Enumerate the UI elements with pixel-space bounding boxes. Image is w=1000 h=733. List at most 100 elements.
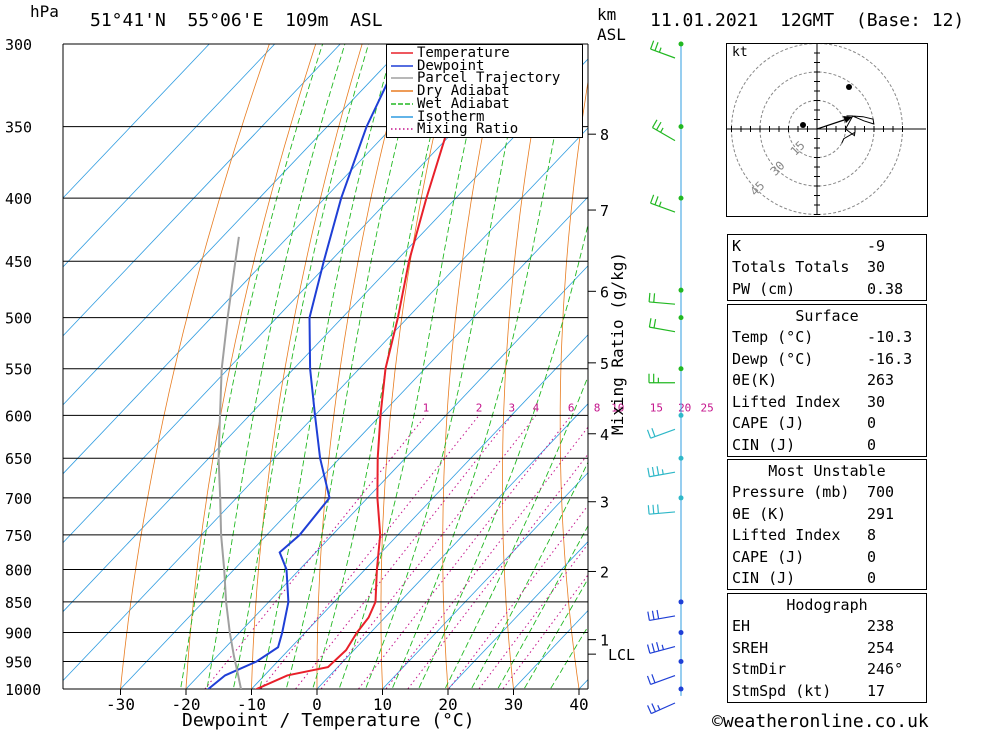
index-row: StmDir 246° [728, 659, 927, 681]
wind-barb [651, 702, 676, 715]
legend-swatch [391, 128, 413, 130]
index-section-title: Hodograph [786, 595, 868, 614]
height-tick-label: 1 [600, 632, 609, 650]
wind-level-dot [678, 412, 684, 418]
wind-barb-flag [646, 429, 652, 439]
index-value: -16.3 [867, 349, 913, 368]
mixing-ratio-line [407, 453, 588, 689]
x-tick-label: -20 [172, 695, 201, 714]
wind-barb-half-flag [657, 704, 661, 711]
mixing-ratio-value-label: 10 [611, 401, 624, 414]
x-tick-label: 40 [569, 695, 588, 714]
pressure-tick-label: 400 [5, 190, 32, 208]
wind-barb [650, 428, 676, 439]
x-tick-label: 10 [373, 695, 392, 714]
pressure-tick-label: 1000 [5, 681, 41, 699]
storm-motion-vector [816, 118, 848, 130]
index-row: Lifted Index 8 [728, 525, 927, 547]
index-value: 263 [867, 371, 895, 390]
mixing-ratio-line [502, 574, 588, 689]
mixing-ratio-value-label: 25 [701, 401, 714, 414]
height-tick-label: 2 [600, 563, 609, 581]
index-section-title-row: Most Unstable [728, 460, 927, 482]
index-value: 17 [867, 681, 886, 700]
hodograph-surface-dot [800, 122, 806, 128]
isotherm-line [316, 403, 588, 689]
isotherm-line [447, 541, 588, 689]
index-section-title: Surface [795, 306, 859, 325]
isotherm-line [63, 44, 407, 406]
index-row: CAPE (J) 0 [728, 546, 927, 568]
wind-level-dot [678, 630, 684, 636]
index-row: Pressure (mb) 700 [728, 482, 927, 504]
legend-label: Parcel Trajectory [417, 70, 561, 87]
height-tick-label: 7 [600, 202, 609, 220]
wind-barb-flag [650, 194, 655, 204]
wind-barb-flag [647, 611, 650, 621]
wind-barb [650, 48, 676, 59]
wet-adiabat-line [417, 222, 588, 689]
wind-barb-flag [651, 674, 656, 684]
index-value: 0 [867, 435, 877, 454]
legend-item: Wet Adiabat [391, 97, 510, 111]
wind-level-dot [678, 599, 684, 605]
index-label: PW (cm) [732, 279, 796, 298]
wind-barb-flag [651, 643, 655, 653]
isotherm-line [63, 44, 341, 337]
legend-item: Temperature [391, 46, 510, 60]
wind-barb-flag [650, 40, 655, 50]
location-title: 51°41'N 55°06'E 109m ASL [90, 10, 383, 31]
isotherm-line [250, 334, 588, 689]
pressure-tick-label: 450 [5, 253, 32, 271]
isotherm-line [63, 44, 276, 268]
temperature-line [254, 44, 479, 689]
index-value: 238 [867, 617, 895, 636]
hodograph-box: kt [726, 43, 928, 217]
index-label: CIN (J) [732, 435, 796, 454]
mixing-ratio-line [478, 543, 588, 689]
legend-swatch [391, 52, 413, 54]
legend-label: Mixing Ratio [417, 121, 519, 138]
hodograph-unit-label: kt [732, 45, 748, 60]
index-row: StmSpd (kt) 17 [728, 680, 927, 702]
wind-level-dot [678, 495, 684, 501]
wind-barb-flag [653, 293, 656, 303]
wind-level-dot [678, 287, 684, 293]
pressure-tick-label: 350 [5, 119, 32, 137]
legend-swatch [391, 90, 413, 92]
mixing-ratio-value-label: 6 [568, 401, 575, 414]
wind-level-dot [678, 659, 684, 665]
wet-adiabat-line [391, 44, 573, 689]
pressure-tick-label: 700 [5, 490, 32, 508]
mixing-ratio-value-label: 4 [533, 401, 540, 414]
index-label: StmDir [732, 660, 787, 679]
indices-top-table: K -9 Totals Totals 30 PW (cm) 0.38 [727, 234, 927, 301]
wind-barb [649, 301, 676, 305]
legend-item: Isotherm [391, 108, 485, 125]
index-label: θE(K) [732, 371, 778, 390]
wind-barb-flag [651, 610, 655, 620]
legend-swatch [391, 102, 413, 105]
index-value: -9 [867, 236, 886, 255]
index-label: CAPE (J) [732, 547, 805, 566]
index-label: K [732, 236, 742, 255]
mixing-ratio-line [294, 415, 513, 689]
mixing-ratio-value-label: 20 [678, 401, 691, 414]
wet-adiabat-line [444, 375, 588, 689]
wind-barb [649, 511, 676, 515]
legend-label: Isotherm [417, 108, 485, 125]
dry-adiabat-line [316, 44, 409, 689]
wet-adiabat-line [206, 44, 346, 689]
wind-barb [650, 202, 676, 213]
hodograph-top-dot [846, 84, 852, 90]
legend-item: Mixing Ratio [391, 121, 519, 138]
index-row: θE (K) 291 [728, 503, 927, 525]
wind-barb-half-flag [661, 644, 665, 650]
index-row: CIN (J) 0 [728, 568, 927, 590]
index-value: 0 [867, 414, 877, 433]
pressure-tick-label: 750 [5, 527, 32, 545]
wind-barb-flag [651, 703, 657, 712]
pressure-tick-label: 950 [5, 654, 32, 672]
dry-adiabat-line [919, 13, 1000, 696]
index-row: θE(K) 263 [728, 370, 927, 392]
